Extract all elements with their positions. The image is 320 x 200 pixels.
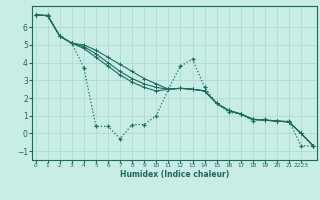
X-axis label: Humidex (Indice chaleur): Humidex (Indice chaleur) xyxy=(120,170,229,179)
